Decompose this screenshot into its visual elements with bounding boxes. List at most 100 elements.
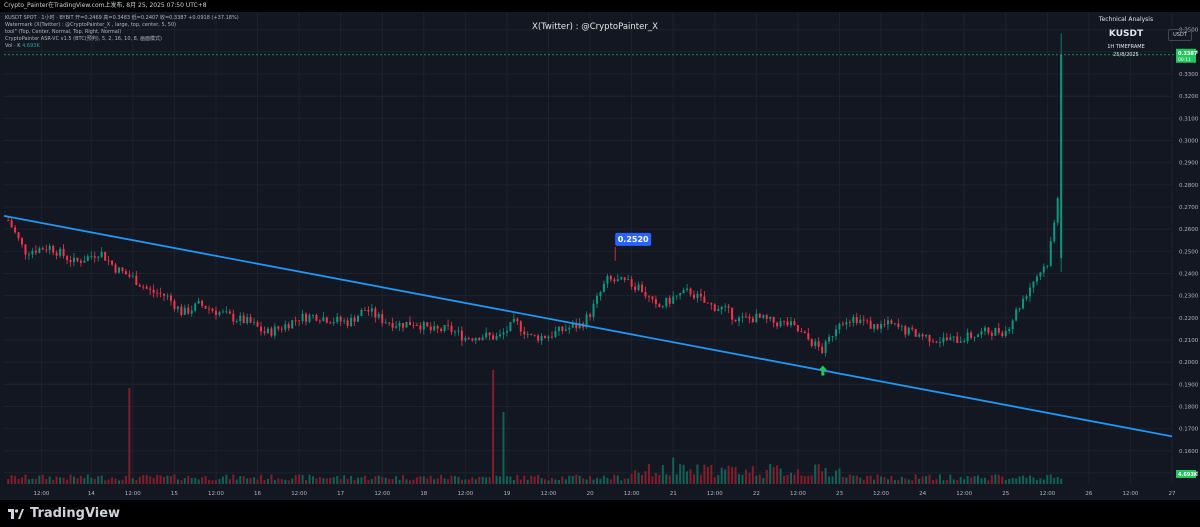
volume-bar [803, 475, 806, 484]
volume-bar [796, 469, 799, 484]
candle [661, 306, 664, 308]
volume-bar [644, 471, 647, 484]
candle [311, 315, 314, 316]
candle [952, 336, 955, 338]
volume-bar [675, 474, 678, 484]
legend-symbol-ohlc[interactable]: KUSDT SPOT · 1小时 · BYBIT 开=0.2469 高=0.34… [5, 15, 239, 21]
volume-bar [616, 475, 619, 484]
x-tick-label: 12:00 [1123, 491, 1139, 497]
volume-bar [346, 479, 349, 484]
candle [34, 250, 37, 253]
x-tick-label: 12:00 [457, 491, 473, 497]
candle [211, 308, 214, 311]
volume-bar [1022, 475, 1025, 484]
candle [86, 256, 89, 261]
legend-watermark-indicator[interactable]: Watermark (X(Twitter) : @CryptoPainter_X… [5, 22, 177, 28]
candle [436, 326, 439, 329]
y-tick-label: 0.3500 [1179, 28, 1199, 34]
candle [114, 264, 117, 273]
volume-bar [537, 474, 540, 484]
candle [100, 251, 103, 257]
volume-bar [1001, 476, 1004, 484]
price-axis[interactable] [1175, 12, 1200, 484]
candle [221, 311, 224, 313]
chart-panel[interactable]: 0.25200.35000.34000.33000.32000.31000.30… [0, 12, 1200, 500]
candle [124, 271, 127, 275]
candle [876, 324, 879, 329]
candle [291, 320, 294, 329]
chart-svg[interactable]: 0.25200.35000.34000.33000.32000.31000.30… [0, 12, 1200, 500]
candle [765, 315, 768, 319]
currency-button[interactable]: USDT [1168, 29, 1192, 41]
tradingview-brand[interactable]: TradingView [8, 506, 120, 521]
y-tick-label: 0.3000 [1179, 139, 1199, 145]
candle [1056, 198, 1059, 223]
trendline[interactable] [3, 214, 1173, 438]
candle [800, 331, 803, 333]
candle [391, 323, 394, 328]
volume-bar [353, 479, 356, 484]
candle [471, 338, 474, 341]
x-tick-label: 12:00 [33, 491, 49, 497]
volume-bar [488, 477, 491, 484]
volume-bar [692, 474, 695, 484]
legend-asr-indicator[interactable]: CryptoPainter ASR-VC v1.5 (BTC(预判), 5, 2… [5, 36, 162, 42]
volume-bar [779, 468, 782, 484]
volume-bar [374, 476, 377, 484]
candle [464, 338, 467, 341]
volume-bar [841, 476, 844, 484]
legend-tool-indicator[interactable]: tool" (Top, Center, Normal, Top, Right, … [5, 29, 122, 35]
volume-bar [256, 479, 259, 484]
volume-bar [793, 474, 796, 484]
candle [72, 257, 75, 263]
volume-bar [613, 474, 616, 484]
candle [183, 307, 186, 315]
volume-bar [190, 478, 193, 484]
volume-bar [942, 480, 945, 484]
candle [835, 329, 838, 337]
candle [1060, 54, 1063, 259]
callout-box[interactable] [615, 232, 652, 246]
legend-volume[interactable]: Vol · K 4.693K [5, 43, 239, 50]
candle [242, 315, 245, 323]
volume-bar [564, 479, 567, 484]
volume-bar [433, 479, 436, 484]
candle [495, 336, 498, 340]
candle [505, 331, 508, 333]
candle [644, 291, 647, 297]
candle [990, 332, 993, 336]
time-axis[interactable] [0, 484, 1200, 500]
candle [467, 338, 470, 339]
legend-volume-label: Vol · K [5, 43, 21, 49]
volume-bar [686, 471, 689, 484]
candle [776, 322, 779, 327]
volume-bar [883, 477, 886, 484]
candle [17, 232, 20, 239]
volume-bar [918, 478, 921, 484]
x-tick-label: 24 [919, 491, 926, 497]
candle [942, 337, 945, 343]
volume-bar [17, 478, 20, 484]
candle [447, 324, 450, 326]
volume-bar [523, 475, 526, 484]
volume-bar [921, 476, 924, 484]
candle [284, 324, 287, 330]
volume-bar [325, 478, 328, 484]
candle [48, 245, 51, 251]
candle [651, 296, 654, 300]
candle [419, 325, 422, 330]
volume-bar [69, 474, 72, 484]
volume-bar [831, 476, 834, 484]
candle [478, 337, 481, 341]
volume-bar [266, 478, 269, 484]
volume-bar [900, 476, 903, 484]
volume-bar [329, 477, 332, 484]
volume-bar [699, 474, 702, 484]
volume-bar [980, 478, 983, 484]
volume-bar [263, 479, 266, 484]
candle [641, 284, 644, 292]
volume-bar [807, 475, 810, 484]
candle [377, 314, 380, 318]
candle [287, 324, 290, 329]
volume-bar [163, 477, 166, 484]
